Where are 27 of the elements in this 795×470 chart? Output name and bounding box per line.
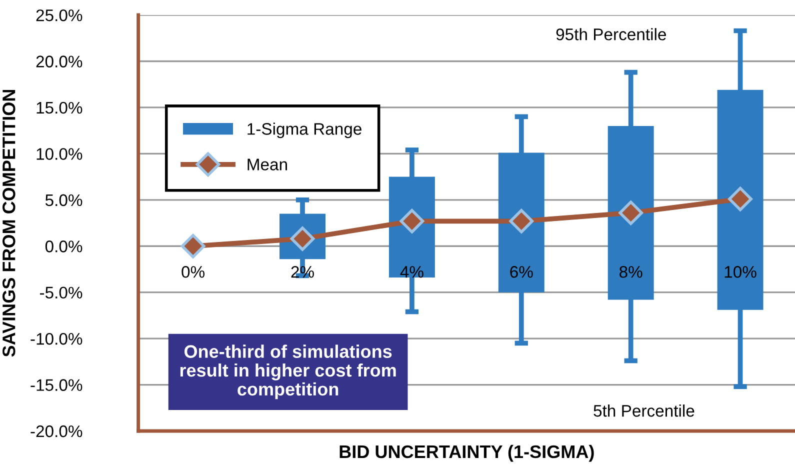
y-tick-label: 20.0% [36, 56, 82, 68]
annotation: 5th Percentile [594, 404, 694, 417]
x-tick-label: 0% [182, 266, 205, 278]
y-tick-label: 15.0% [36, 102, 82, 114]
x-tick-label: 6% [510, 266, 533, 278]
annotation: 95th Percentile [556, 28, 666, 40]
legend-label: Mean [248, 158, 287, 170]
point [400, 208, 424, 234]
y-tick-label: 0.0% [45, 240, 82, 252]
x-axis-title: BID UNCERTAINTY (1-SIGMA) [340, 444, 594, 462]
y-tick-label: -5.0% [40, 286, 82, 299]
y-tick-label: -20.0% [30, 425, 82, 438]
point [509, 208, 534, 234]
y-tick-label: -10.0% [30, 332, 82, 345]
y-tick-label: 5.0% [45, 194, 82, 206]
y-tick-label: -15.0% [30, 379, 82, 391]
point [180, 234, 206, 258]
legend-label: 1-Sigma Range [248, 122, 362, 138]
annotation: One-third of simulations result in higher cost from competition [180, 344, 396, 400]
y-tick-label: 10.0% [36, 148, 82, 160]
y-axis-title: SAVINGS FROM COMPETITION [2, 90, 16, 357]
point [618, 200, 644, 226]
x-tick-label: 8% [620, 266, 642, 278]
x-tick-label: 10% [724, 266, 756, 278]
x-tick-label: 4% [400, 266, 424, 278]
y-tick-label: 25.0% [36, 9, 82, 22]
point [728, 186, 752, 212]
